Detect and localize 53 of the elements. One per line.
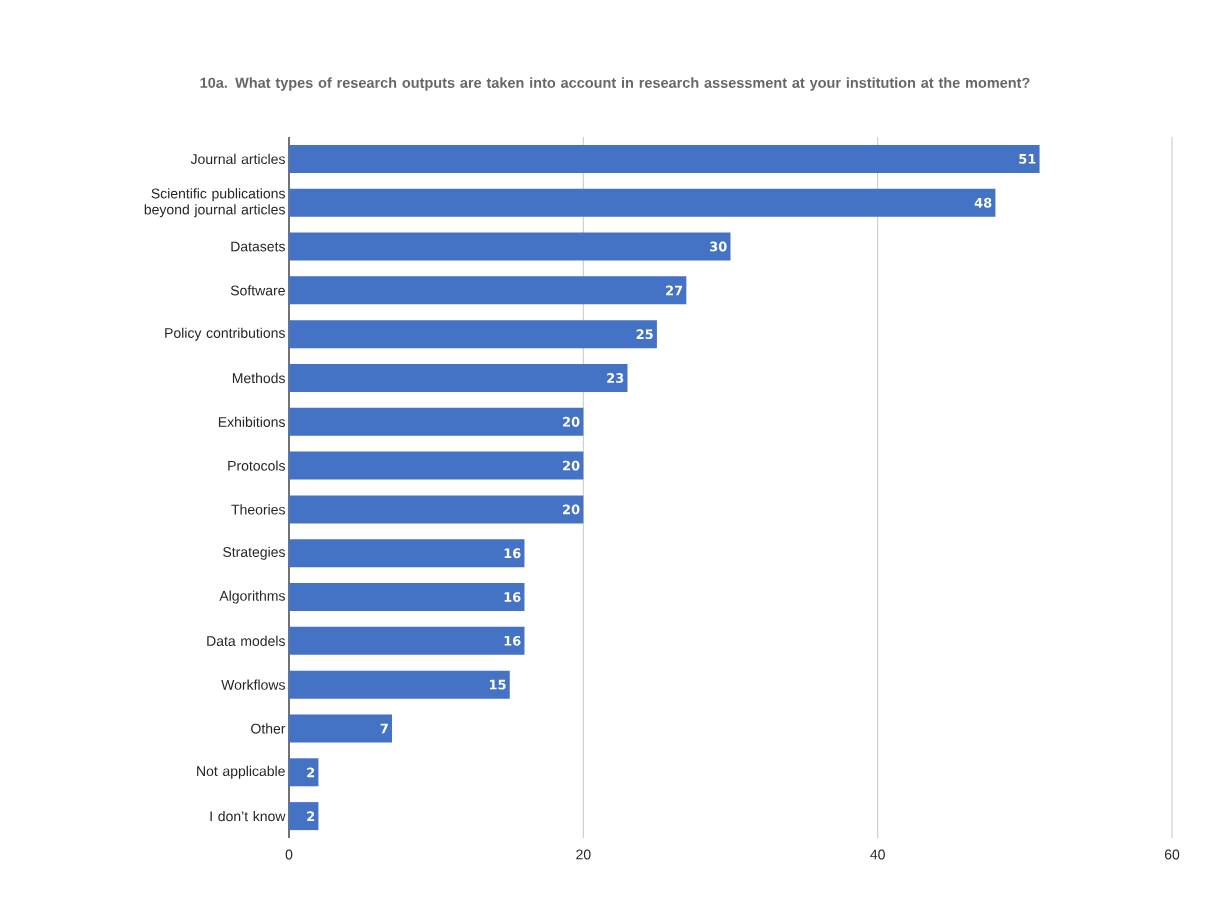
data-label: 15 bbox=[489, 679, 506, 690]
bar bbox=[289, 451, 584, 480]
bar bbox=[289, 802, 319, 831]
x-tick-label: 20 bbox=[576, 849, 591, 860]
data-label: 2 bbox=[307, 811, 315, 821]
bar bbox=[289, 583, 525, 612]
data-label: 20 bbox=[563, 416, 580, 427]
bar bbox=[289, 232, 731, 261]
bar bbox=[289, 758, 319, 787]
data-label: 2 bbox=[307, 767, 315, 778]
y-tick-label: Policy contributions bbox=[165, 327, 285, 341]
data-label: 16 bbox=[504, 592, 521, 602]
y-tick-label: Workflows bbox=[221, 679, 285, 690]
y-tick-label: Data models bbox=[207, 635, 285, 647]
bar bbox=[289, 188, 996, 217]
data-label: 27 bbox=[666, 285, 683, 296]
data-label: 23 bbox=[607, 373, 624, 383]
y-tick-label: Theories bbox=[231, 504, 285, 515]
bar bbox=[289, 670, 510, 699]
data-label: 7 bbox=[380, 723, 388, 734]
y-tick-label: I don’t know bbox=[210, 810, 286, 822]
x-tick-label: 0 bbox=[285, 849, 293, 860]
bar bbox=[289, 363, 628, 392]
y-tick-label: Protocols bbox=[228, 460, 285, 471]
y-tick-label: Not applicable bbox=[197, 765, 285, 779]
data-label: 48 bbox=[974, 197, 992, 208]
bar bbox=[289, 626, 525, 655]
y-tick-label: Methods bbox=[232, 372, 285, 384]
bar bbox=[289, 407, 584, 436]
x-tick-label: 40 bbox=[870, 849, 885, 860]
y-tick-label: Software bbox=[230, 285, 285, 296]
data-label: 30 bbox=[710, 241, 727, 252]
y-tick-label: Exhibitions bbox=[218, 416, 285, 427]
y-tick-label: Other bbox=[251, 723, 286, 734]
bar bbox=[289, 320, 657, 349]
data-label: 20 bbox=[563, 460, 580, 471]
data-label: 25 bbox=[636, 329, 653, 340]
y-tick-label: Journal articles bbox=[190, 153, 285, 165]
data-label: 16 bbox=[504, 635, 521, 646]
y-tick-label: Datasets bbox=[231, 241, 285, 252]
bar bbox=[289, 144, 1040, 173]
bar bbox=[289, 495, 584, 524]
bar bbox=[289, 714, 393, 743]
y-tick-label: Strategies bbox=[223, 546, 285, 560]
chart-title: 10a. What types of research outputs are taken into account in research assessment at your institution at the moment? bbox=[200, 77, 1030, 91]
data-label: 20 bbox=[563, 504, 580, 515]
y-tick-label: Scientific publications beyond journal articles bbox=[144, 188, 285, 218]
x-tick-label: 60 bbox=[1164, 849, 1180, 860]
data-label: 16 bbox=[504, 548, 521, 559]
y-tick-label: Algorithms bbox=[219, 590, 285, 604]
bar bbox=[289, 276, 687, 305]
bar bbox=[289, 539, 525, 568]
data-label: 51 bbox=[1019, 154, 1036, 164]
